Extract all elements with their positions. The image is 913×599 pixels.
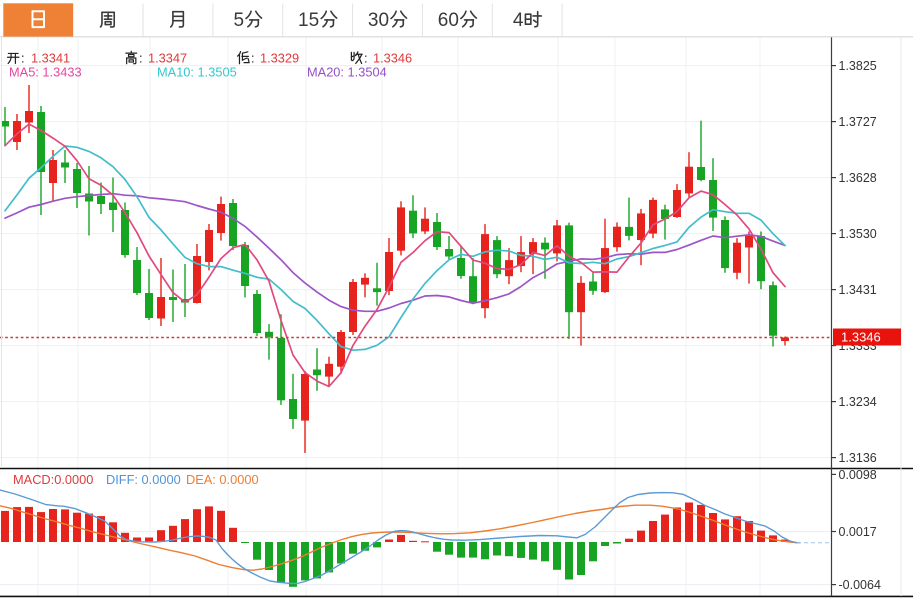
svg-text:-0.0064: -0.0064 <box>839 578 881 592</box>
svg-text:1.3431: 1.3431 <box>839 283 877 297</box>
svg-text:1.3530: 1.3530 <box>839 227 877 241</box>
svg-text::: : <box>21 51 25 66</box>
svg-text:1.3341: 1.3341 <box>31 51 70 66</box>
svg-text:DIFF: 0.0000: DIFF: 0.0000 <box>106 472 181 487</box>
svg-text::: : <box>251 51 255 66</box>
svg-text:5: 5 <box>234 10 245 31</box>
svg-text:DEA: 0.0000: DEA: 0.0000 <box>186 472 259 487</box>
svg-text::: : <box>364 51 368 66</box>
svg-text:60: 60 <box>438 10 459 31</box>
svg-text:MA10: 1.3505: MA10: 1.3505 <box>157 65 237 80</box>
svg-text::: : <box>139 51 143 66</box>
svg-text:1.3136: 1.3136 <box>839 451 877 465</box>
svg-text:0.0098: 0.0098 <box>839 468 877 482</box>
svg-text:4: 4 <box>513 10 524 31</box>
svg-text:1.3346: 1.3346 <box>841 330 881 345</box>
svg-text:1.3329: 1.3329 <box>260 51 299 66</box>
svg-text:30: 30 <box>368 10 389 31</box>
svg-text:1.3727: 1.3727 <box>839 115 877 129</box>
svg-text:MA5: 1.3433: MA5: 1.3433 <box>9 65 82 80</box>
svg-text:1.3346: 1.3346 <box>373 51 412 66</box>
svg-text:0.0017: 0.0017 <box>839 525 877 539</box>
svg-text:1.3825: 1.3825 <box>839 59 877 73</box>
svg-text:15: 15 <box>298 10 319 31</box>
svg-text:MA20: 1.3504: MA20: 1.3504 <box>307 65 387 80</box>
svg-text:1.3628: 1.3628 <box>839 171 877 185</box>
svg-text:1.3234: 1.3234 <box>839 395 877 409</box>
svg-text:MACD:0.0000: MACD:0.0000 <box>13 472 93 487</box>
svg-text:1.3347: 1.3347 <box>148 51 187 66</box>
